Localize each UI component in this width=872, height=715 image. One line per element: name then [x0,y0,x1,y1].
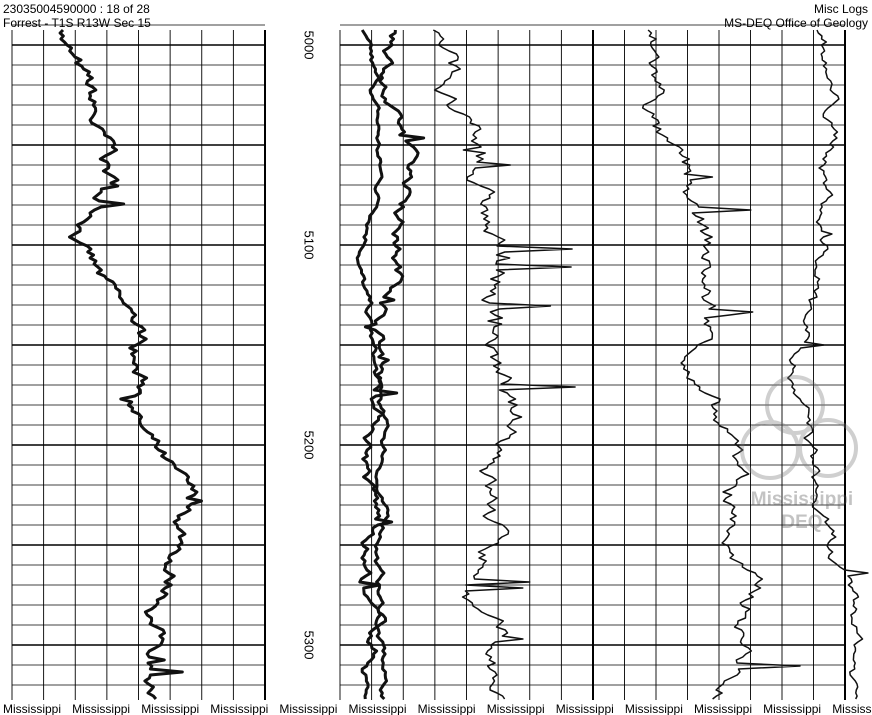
footer-label: Mississippi [141,702,199,715]
footer-label: Mississippi [694,702,752,715]
well-id: 23035004590000 : 18 of 28 [3,2,150,16]
grid: 5000 5100 5200 5300 [11,24,846,700]
depth-label: 5300 [302,631,317,660]
logo-ring [740,420,800,480]
footer-label: Mississippi [418,702,476,715]
footer-label: Mississippi [625,702,683,715]
footer-label: Mississippi [210,702,268,715]
depth-label: 5100 [302,231,317,260]
footer-label: Mississippi [3,702,61,715]
location: Forrest - T1S R13W Sec 15 [3,16,151,30]
watermark-line1: Mississippi [751,489,853,510]
footer-label: Mississippi [763,702,821,715]
footer-label: Mississippi [72,702,130,715]
log-trace [432,29,576,700]
footer-label: Mississippi [487,702,545,715]
footer-label: Mississippi [556,702,614,715]
agency: MS-DEQ Office of Geology [724,16,868,30]
log-type: Misc Logs [813,2,868,16]
footer-label: Mississippi [832,702,872,715]
footer-label: Mississippi [349,702,407,715]
watermark: Mississippi DEQ [740,375,858,533]
logo-ring [798,418,858,478]
log-trace [641,29,801,700]
footer-label: Mississippi [279,702,337,715]
log-trace [58,28,203,700]
log-trace [787,29,869,700]
depth-label: 5200 [302,431,317,460]
depth-label: 5000 [302,31,317,60]
logo-ring [765,375,825,435]
log-trace [355,29,390,701]
watermark-line2: DEQ [781,512,822,533]
curves [58,28,869,701]
log-trace [358,29,426,700]
